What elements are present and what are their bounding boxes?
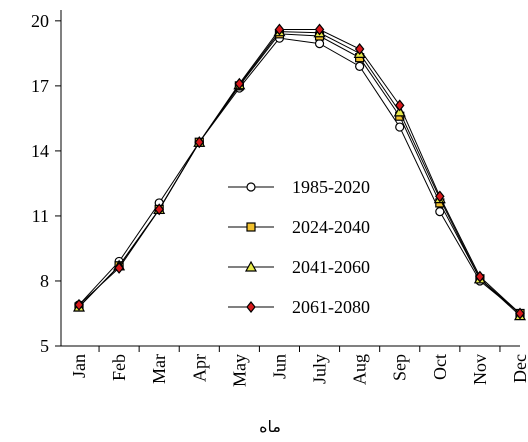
- data-point: [395, 122, 405, 132]
- data-point: [194, 136, 205, 149]
- y-tick-label: 5: [40, 336, 49, 356]
- data-point: [274, 23, 285, 36]
- legend-marker: [246, 222, 256, 232]
- x-tick-label: Dec: [510, 354, 528, 383]
- data-point: [314, 23, 325, 36]
- x-tick-label: Feb: [109, 354, 129, 381]
- legend-label: 2061-2080: [292, 297, 370, 317]
- x-tick-label: Apr: [189, 354, 209, 382]
- legend-label: 2024-2040: [292, 217, 370, 237]
- series-line: [78, 37, 521, 314]
- legend-marker: [244, 260, 258, 272]
- data-point: [314, 38, 325, 49]
- x-tick-label: Jan: [69, 354, 89, 378]
- legend-item: 2024-2040: [228, 217, 370, 237]
- y-tick-label: 14: [31, 141, 49, 161]
- x-axis-title: ماه: [259, 417, 281, 436]
- x-tick-label: Aug: [350, 354, 370, 385]
- x-tick-label: Sep: [390, 354, 410, 381]
- data-point: [435, 207, 445, 217]
- y-tick-label: 17: [31, 76, 49, 96]
- legend-item: 2061-2080: [228, 297, 370, 317]
- x-tick-label: Nov: [470, 354, 490, 385]
- x-tick-label: July: [310, 354, 330, 384]
- legend-item: 1985-2020: [228, 177, 370, 197]
- series-layer: [72, 23, 527, 321]
- x-tick-label: Jun: [269, 354, 289, 379]
- legend: 1985-2020 2024-2040 2041-2060 2061-2080: [228, 177, 370, 317]
- legend-marker: [246, 182, 256, 192]
- legend-marker: [246, 301, 256, 313]
- x-tick-label: Mar: [149, 354, 169, 384]
- axes: 5 8 11 14 17 20 Jan Feb Mar Apr May Jun July Aug Sep Oc…: [31, 10, 528, 387]
- x-tick-label: May: [229, 354, 249, 387]
- x-tick-label: Oct: [430, 354, 450, 380]
- data-point: [475, 270, 485, 283]
- data-point: [154, 203, 164, 216]
- data-point: [234, 77, 245, 90]
- data-point: [74, 298, 84, 311]
- data-point: [394, 99, 405, 112]
- data-point: [355, 61, 365, 71]
- legend-label: 1985-2020: [292, 177, 370, 197]
- data-point: [114, 262, 124, 274]
- y-tick-label: 11: [32, 206, 49, 226]
- data-point: [354, 43, 365, 55]
- series-2061-2080: [74, 23, 525, 320]
- y-tick-label: 20: [31, 11, 49, 31]
- series-line: [78, 29, 521, 314]
- y-tick-label: 8: [40, 271, 49, 291]
- data-point: [435, 190, 445, 203]
- data-point: [515, 307, 525, 320]
- legend-item: 2041-2060: [228, 257, 370, 277]
- legend-label: 2041-2060: [292, 257, 370, 277]
